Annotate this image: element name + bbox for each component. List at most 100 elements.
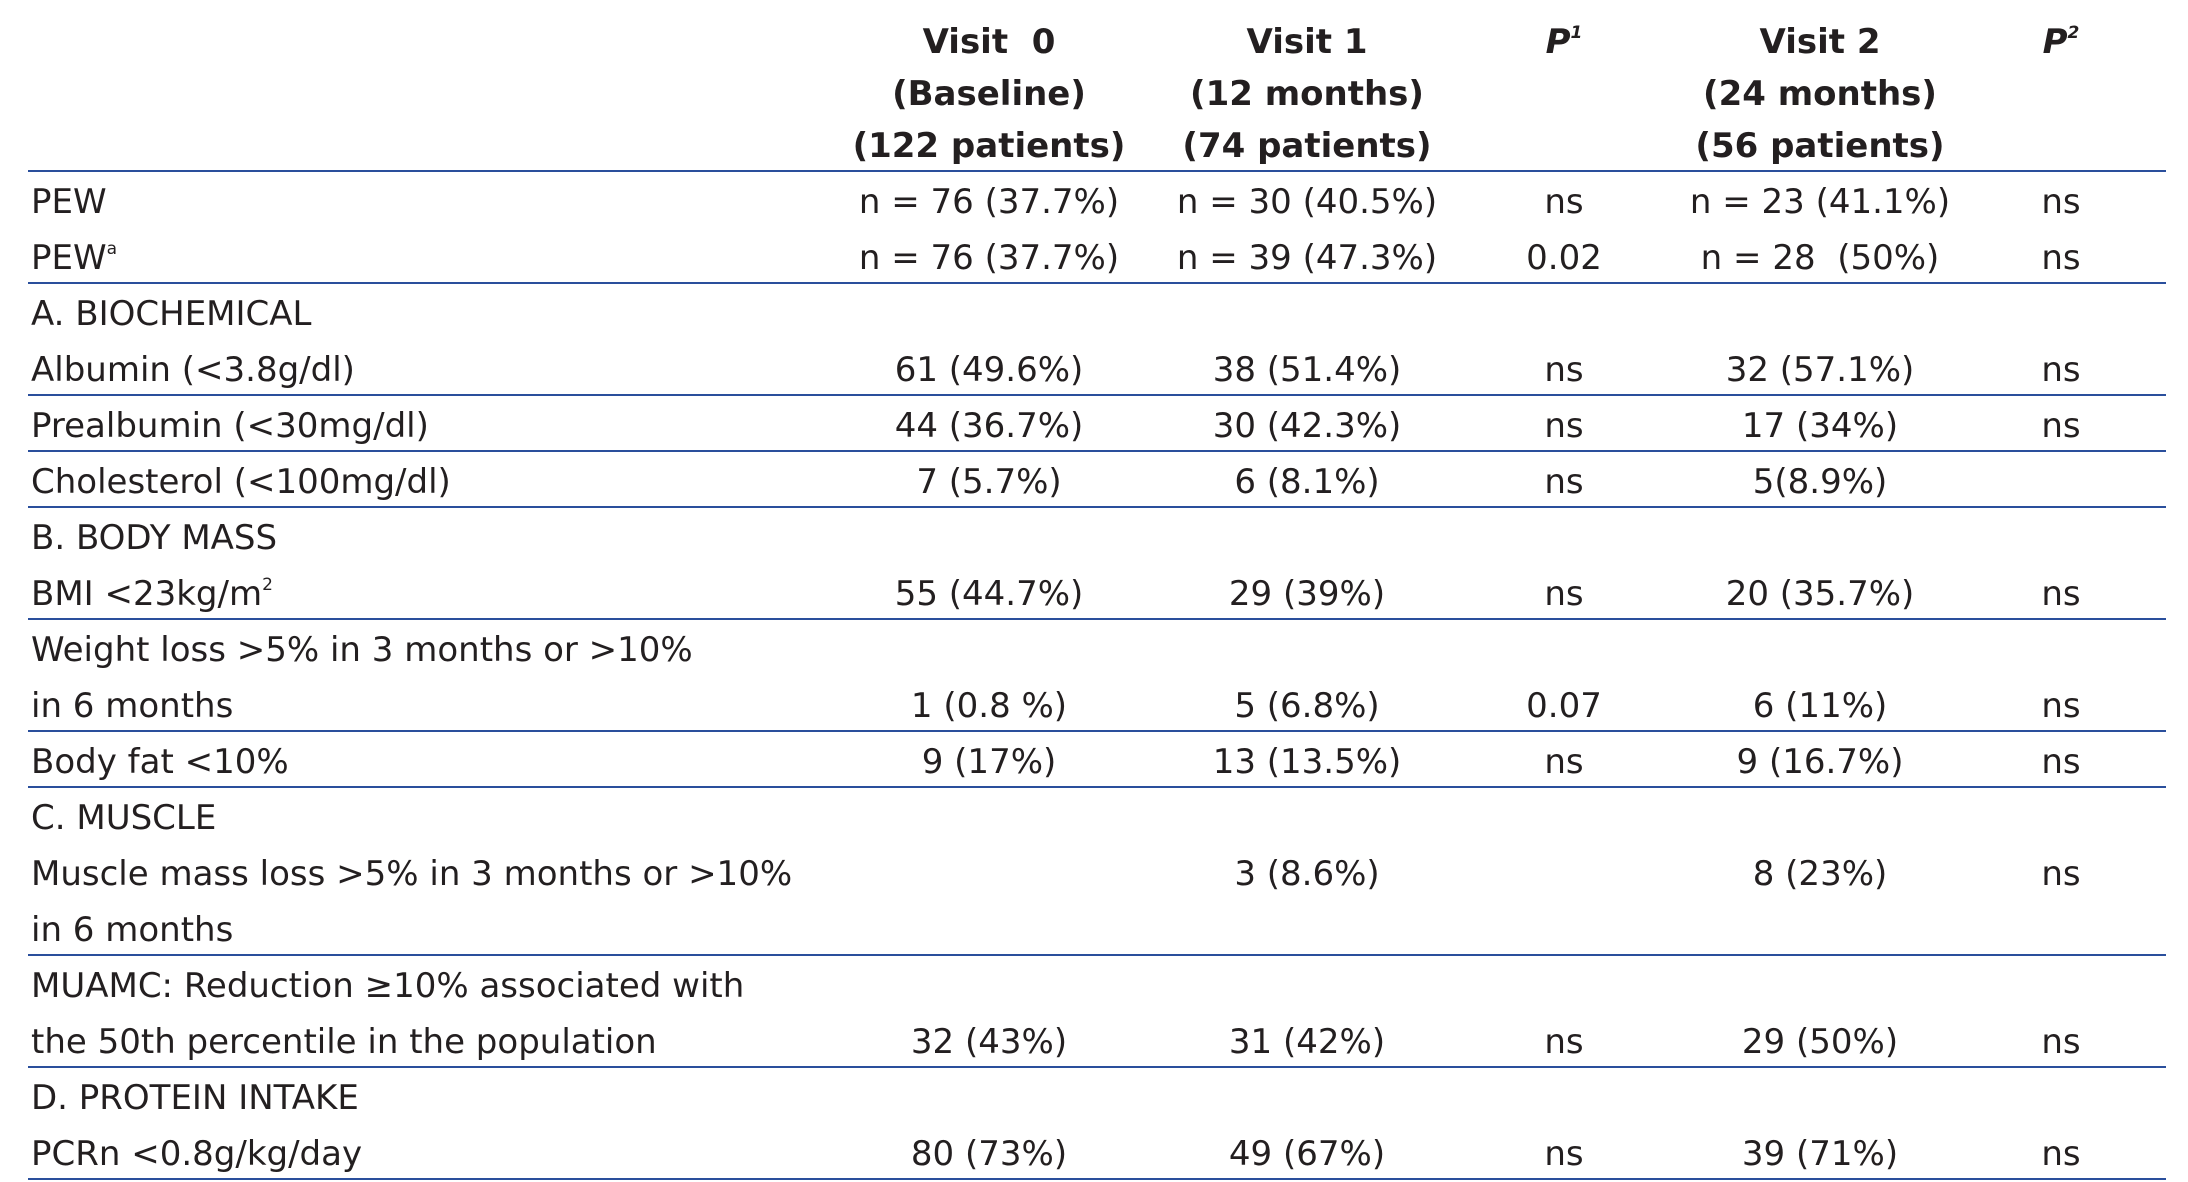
label-text: Cholesterol (<100mg/dl) xyxy=(31,462,451,502)
row-label: Muscle mass loss >5% in 3 months or >10% xyxy=(31,857,792,891)
row-label: PCRn <0.8g/kg/day xyxy=(31,1137,362,1171)
row-label: MUAMC: Reduction ≥10% associated with xyxy=(31,969,744,1003)
row-label: in 6 months xyxy=(31,913,233,947)
header-cell: Visit 1 xyxy=(1246,22,1368,62)
cell: 8 (23%) xyxy=(1752,854,1888,894)
header-cell: (74 patients) xyxy=(1182,126,1432,166)
cell: 0.02 xyxy=(1526,238,1602,278)
cell: 1 (0.8 %) xyxy=(910,686,1068,726)
label-text: A. BIOCHEMICAL xyxy=(31,294,312,334)
rule xyxy=(28,954,2166,956)
label-text: PCRn <0.8g/kg/day xyxy=(31,1134,363,1174)
cell: ns xyxy=(2041,1134,2081,1174)
rule xyxy=(28,450,2166,452)
label-sup: a xyxy=(106,238,118,259)
cell: ns xyxy=(1544,182,1584,222)
header-cell: (122 patients) xyxy=(852,126,1126,166)
row-label: the 50th percentile in the population xyxy=(31,1025,657,1059)
cell: ns xyxy=(1544,742,1584,782)
cell: 80 (73%) xyxy=(910,1134,1068,1174)
cell: 13 (13.5%) xyxy=(1212,742,1402,782)
cell: n = 39 (47.3%) xyxy=(1176,238,1438,278)
row-label: Prealbumin (<30mg/dl) xyxy=(31,409,429,443)
rule xyxy=(28,1178,2166,1180)
row-label: A. BIOCHEMICAL xyxy=(31,297,311,331)
label-text: Prealbumin (<30mg/dl) xyxy=(31,406,429,446)
row-label: Albumin (<3.8g/dl) xyxy=(31,353,355,387)
row-label: in 6 months xyxy=(31,689,233,723)
header-text: P xyxy=(1545,22,1571,63)
header-cell: Visit 0 xyxy=(922,22,1056,62)
cell: ns xyxy=(1544,406,1584,446)
header-sup: 1 xyxy=(1570,22,1583,43)
cell: 7 (5.7%) xyxy=(916,462,1062,502)
cell: n = 23 (41.1%) xyxy=(1689,182,1951,222)
label-text: in 6 months xyxy=(31,686,234,726)
cell: n = 76 (37.7%) xyxy=(858,182,1120,222)
cell: ns xyxy=(2041,350,2081,390)
cell: 32 (43%) xyxy=(910,1022,1068,1062)
label-text: B. BODY MASS xyxy=(31,518,278,558)
label-text: MUAMC: Reduction ≥10% associated with xyxy=(31,966,745,1006)
label-text: PEW xyxy=(31,182,107,222)
row-label: C. MUSCLE xyxy=(31,801,216,835)
label-text: BMI <23kg/m xyxy=(31,574,263,615)
cell: ns xyxy=(2041,686,2081,726)
rule xyxy=(28,618,2166,620)
cell: 17 (34%) xyxy=(1741,406,1899,446)
cell: 20 (35.7%) xyxy=(1725,574,1915,614)
label-text: D. PROTEIN INTAKE xyxy=(31,1078,359,1118)
cell: ns xyxy=(2041,854,2081,894)
rule xyxy=(28,394,2166,396)
header-cell: P1 xyxy=(1545,22,1583,63)
cell: 55 (44.7%) xyxy=(894,574,1084,614)
cell: ns xyxy=(1544,462,1584,502)
label-text: Albumin (<3.8g/dl) xyxy=(31,350,355,390)
cell: 6 (8.1%) xyxy=(1234,462,1380,502)
cell: ns xyxy=(1544,1134,1584,1174)
row-label: Weight loss >5% in 3 months or >10% xyxy=(31,633,693,667)
cell: 5 (6.8%) xyxy=(1234,686,1380,726)
header-sup: 2 xyxy=(2067,22,2080,43)
cell: 6 (11%) xyxy=(1752,686,1888,726)
cell: 29 (50%) xyxy=(1741,1022,1899,1062)
cell: ns xyxy=(2041,238,2081,278)
rule xyxy=(28,506,2166,508)
cell: 39 (71%) xyxy=(1741,1134,1899,1174)
row-label: Cholesterol (<100mg/dl) xyxy=(31,465,451,499)
header-cell: (Baseline) xyxy=(892,74,1086,114)
label-text: the 50th percentile in the population xyxy=(31,1022,657,1062)
header-cell: (56 patients) xyxy=(1695,126,1945,166)
rule xyxy=(28,786,2166,788)
label-text: Body fat <10% xyxy=(31,742,289,782)
cell: ns xyxy=(2041,742,2081,782)
label-text: C. MUSCLE xyxy=(31,798,217,838)
cell: n = 28 (50%) xyxy=(1700,238,1940,278)
cell: 32 (57.1%) xyxy=(1725,350,1915,390)
cell: ns xyxy=(2041,574,2081,614)
row-label: PEW xyxy=(31,185,107,219)
cell: ns xyxy=(1544,1022,1584,1062)
header-cell: (12 months) xyxy=(1190,74,1424,114)
cell: 38 (51.4%) xyxy=(1212,350,1402,390)
rule xyxy=(28,730,2166,732)
row-label: PEWa xyxy=(31,238,118,275)
header-cell: P2 xyxy=(2043,22,2080,59)
rule xyxy=(28,282,2166,284)
cell: 61 (49.6%) xyxy=(894,350,1084,390)
row-label: BMI <23kg/m2 xyxy=(31,574,273,615)
cell: 49 (67%) xyxy=(1228,1134,1386,1174)
row-label: D. PROTEIN INTAKE xyxy=(31,1081,359,1115)
cell: ns xyxy=(2041,1022,2081,1062)
label-text: Muscle mass loss >5% in 3 months or >10% xyxy=(31,854,793,894)
cell: 31 (42%) xyxy=(1228,1022,1386,1062)
cell: 3 (8.6%) xyxy=(1234,854,1380,894)
label-text: Weight loss >5% in 3 months or >10% xyxy=(31,630,693,670)
cell: 30 (42.3%) xyxy=(1212,406,1402,446)
header-cell: (24 months) xyxy=(1703,74,1937,114)
header-cell: Visit 2 xyxy=(1759,22,1881,62)
label-sup: 2 xyxy=(262,574,273,595)
cell: ns xyxy=(1544,574,1584,614)
cell: 44 (36.7%) xyxy=(894,406,1084,446)
cell: ns xyxy=(1544,350,1584,390)
